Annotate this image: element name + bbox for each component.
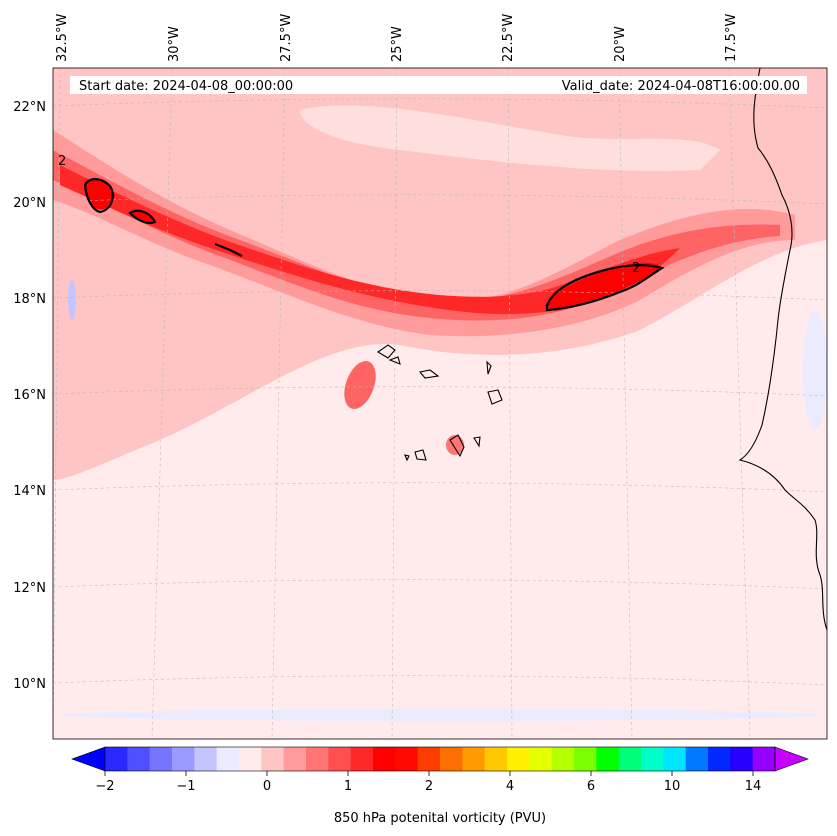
coast-africa xyxy=(738,68,827,631)
colorbar-tick-label: 1 xyxy=(344,779,352,794)
colorbar-segment xyxy=(395,747,419,771)
colorbar-tick-label: 14 xyxy=(745,779,762,794)
contour-east xyxy=(545,264,665,312)
colorbar-segment xyxy=(529,747,553,771)
colorbar-segment xyxy=(261,747,285,771)
lat-tick-labels: 22°N 20°N 18°N 16°N 14°N 12°N 10°N xyxy=(13,100,46,692)
colorbar-segment xyxy=(730,747,754,771)
lon-tick-label: 20°W xyxy=(613,26,628,62)
colorbar-tick-label: 0 xyxy=(263,779,271,794)
colorbar-segment xyxy=(752,747,776,771)
colorbar-segment xyxy=(574,747,597,771)
colorbar-tick-label: 4 xyxy=(506,779,514,794)
lat-tick-label: 12°N xyxy=(13,581,46,596)
contour-label-west: 2 xyxy=(58,154,66,169)
colorbar-segment xyxy=(105,747,128,771)
pv-2pvu-contours xyxy=(83,178,665,312)
colorbar-segment xyxy=(328,747,352,771)
island-brava xyxy=(404,454,410,462)
coastlines xyxy=(376,68,827,631)
colorbar-extend-min xyxy=(71,746,106,772)
colorbar-segment xyxy=(350,747,374,771)
colorbar-tick-label: 10 xyxy=(664,779,681,794)
colorbar-tick-label: −1 xyxy=(176,779,195,794)
island-santiago xyxy=(449,434,465,458)
lat-tick-label: 18°N xyxy=(13,292,46,307)
lon-tick-label: 32.5°W xyxy=(55,14,70,62)
colorbar-tick-label: 2 xyxy=(425,779,433,794)
colorbar-segment xyxy=(551,747,575,771)
pv-neg-patch-east xyxy=(803,310,827,430)
colorbar-extend-max xyxy=(774,746,809,772)
lon-tick-labels: 32.5°W 30°W 27.5°W 25°W 22.5°W 20°W 17.5°W xyxy=(55,14,739,62)
colorbar-segment xyxy=(417,747,441,771)
start-date-label: Start date: 2024-04-08_00:00:00 xyxy=(79,79,293,94)
island-maio xyxy=(473,436,481,448)
colorbar-segment xyxy=(708,747,731,771)
colorbar-segment xyxy=(216,747,240,771)
colorbar-segment xyxy=(306,747,329,771)
lon-tick-label: 22.5°W xyxy=(501,14,516,62)
valid-date-label: Valid_date: 2024-04-08T16:00:00.00 xyxy=(562,79,800,94)
colorbar-ticks: −2 −1 0 1 2 4 6 10 14 xyxy=(95,771,761,794)
pv-cape-verde-spot xyxy=(344,361,376,409)
pv-field-north xyxy=(53,68,827,480)
colorbar-segment xyxy=(484,747,508,771)
colorbar-segment xyxy=(127,747,151,771)
colorbar-segment xyxy=(172,747,195,771)
lon-tick-label: 30°W xyxy=(167,26,182,62)
lon-tick-label: 27.5°W xyxy=(279,14,294,62)
colorbar-segment xyxy=(663,747,687,771)
map-panel: 2 2 xyxy=(53,68,827,739)
colorbar-segment xyxy=(596,747,620,771)
colorbar-segment xyxy=(440,747,463,771)
date-bar xyxy=(70,76,807,94)
colorbar-segment xyxy=(507,747,530,771)
lat-tick-label: 16°N xyxy=(13,388,46,403)
colorbar-segment xyxy=(618,747,642,771)
lon-tick-label: 25°W xyxy=(390,26,405,62)
pv-neg-patch-west xyxy=(68,280,76,320)
colorbar-segment xyxy=(239,747,262,771)
lat-tick-label: 10°N xyxy=(13,677,46,692)
colorbar-segment xyxy=(283,747,307,771)
map-border xyxy=(52,67,828,740)
colorbar-segment xyxy=(641,747,664,771)
colorbar-tick-label: −2 xyxy=(95,779,114,794)
colorbar-tick-label: 6 xyxy=(587,779,595,794)
pv-west-max-2 xyxy=(130,210,155,224)
island-fogo xyxy=(414,449,427,461)
contour-west-1 xyxy=(83,178,114,214)
colorbar xyxy=(71,746,809,772)
lat-tick-label: 22°N xyxy=(13,100,46,115)
island-sao-nicolau xyxy=(418,369,440,379)
gridlines xyxy=(53,68,827,739)
colorbar-segment xyxy=(462,747,486,771)
contour-label-east: 2 xyxy=(632,261,640,276)
lat-tick-label: 20°N xyxy=(13,196,46,211)
pv-field-north-2 xyxy=(300,105,720,171)
colorbar-border xyxy=(104,746,776,772)
colorbar-segment xyxy=(373,747,396,771)
lon-tick-label: 17.5°W xyxy=(724,14,739,62)
colorbar-segment xyxy=(685,747,709,771)
lat-tick-label: 14°N xyxy=(13,484,46,499)
colorbar-label: 850 hPa potenital vorticity (PVU) xyxy=(334,811,546,826)
island-sal xyxy=(486,360,492,375)
contour-west-2 xyxy=(128,209,157,225)
pv-neg-patch-south xyxy=(60,709,820,721)
pv-west-max-1 xyxy=(84,179,115,210)
colorbar-segment xyxy=(194,747,218,771)
island-boa-vista xyxy=(487,389,503,405)
island-santo-antao xyxy=(376,344,396,359)
island-sao-vicente xyxy=(388,356,401,365)
contour-west-3 xyxy=(214,242,243,257)
pv-east-max xyxy=(545,262,661,311)
colorbar-segment xyxy=(149,747,173,771)
